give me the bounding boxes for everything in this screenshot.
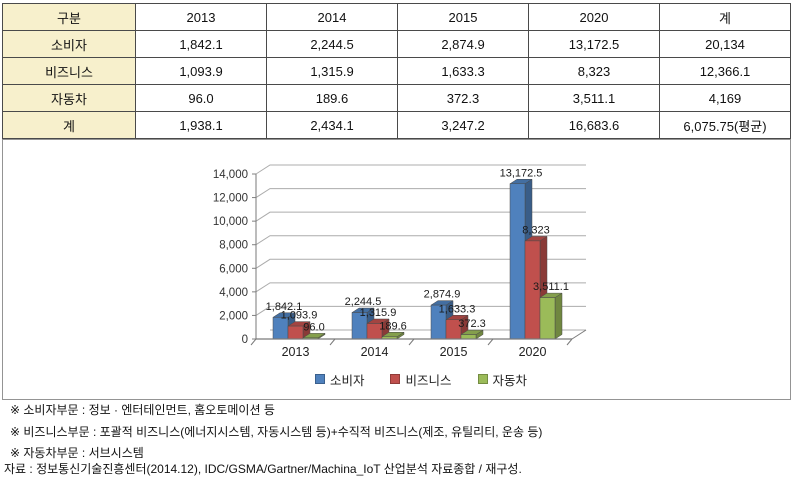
bar-chart-3d: 0 2,000 4,000 6,000 8,000 10,000 12,000 14,000 1…	[213, 164, 587, 359]
y-tick-label: 0	[242, 334, 248, 346]
table-cell: 1,842.1	[135, 30, 267, 58]
table-cell: 1,315.9	[266, 57, 398, 85]
table-header-2014: 2014	[266, 3, 398, 31]
table-cell: 12,366.1	[659, 57, 791, 85]
y-tick-label: 12,000	[213, 193, 248, 205]
bar-value-label: 1,633.3	[439, 303, 476, 315]
table-cell: 8,323	[528, 57, 660, 85]
bar-소비자-2020	[509, 183, 526, 340]
table-header-2013: 2013	[135, 3, 267, 31]
table-header-2015: 2015	[397, 3, 529, 31]
table-header-total: 계	[659, 3, 791, 31]
axes	[250, 174, 587, 346]
bar-value-label: 1,315.9	[360, 307, 397, 319]
table-row-automotive: 자동차 96.0 189.6 372.3 3,511.1 4,169	[2, 84, 791, 112]
legend-item-소비자: 소비자	[314, 370, 365, 389]
table-cell: 3,247.2	[397, 111, 529, 139]
table-row-consumer: 소비자 1,842.1 2,244.5 2,874.9 13,172.5 20,…	[2, 30, 791, 58]
y-tick-label: 8,000	[219, 240, 248, 252]
bar-value-label: 2,244.5	[345, 296, 382, 308]
footnote-source: 자료 : 정보통신기술진흥센터(2014.12), IDC/GSMA/Gartn…	[4, 462, 522, 476]
row-label: 소비자	[2, 30, 136, 58]
bar-자동차-2020	[539, 297, 556, 340]
x-tick-label: 2013	[282, 345, 310, 359]
legend-label: 비즈니스	[405, 373, 452, 388]
bars	[272, 178, 563, 340]
table-cell: 2,434.1	[266, 111, 398, 139]
footnote-consumer: ※ 소비자부문 : 정보 · 엔터테인먼트, 홈오토메이션 등	[10, 403, 275, 417]
bar-value-label: 3,511.1	[533, 281, 569, 293]
legend-item-자동차: 자동차	[477, 370, 528, 389]
table-cell: 16,683.6	[528, 111, 660, 139]
table-cell: 20,134	[659, 30, 791, 58]
bar-비즈니스-2013	[287, 325, 304, 340]
table-header-category: 구분	[2, 3, 136, 31]
table-cell: 4,169	[659, 84, 791, 112]
table-cell: 13,172.5	[528, 30, 660, 58]
table-cell: 2,244.5	[266, 30, 398, 58]
chart-legend: 소비자 비즈니스 자동차	[251, 370, 591, 388]
row-label: 자동차	[2, 84, 136, 112]
table-header-2020: 2020	[528, 3, 660, 31]
table-cell: 1,938.1	[135, 111, 267, 139]
footnote-business: ※ 비즈니스부문 : 포괄적 비즈니스(에너지시스템, 자동시스템 등)+수직적…	[10, 425, 543, 439]
legend-label: 자동차	[492, 373, 528, 388]
y-tick-label: 14,000	[213, 169, 248, 181]
y-axis-labels: 0 2,000 4,000 6,000 8,000 10,000 12,000 14,000	[213, 169, 248, 346]
x-tick-label: 2020	[519, 345, 547, 359]
table-cell: 96.0	[135, 84, 267, 112]
y-tick-label: 2,000	[219, 310, 248, 322]
bar-value-label: 1,093.9	[281, 310, 318, 322]
bar-자동차-2015	[460, 334, 477, 340]
chart-figure-box: 0 2,000 4,000 6,000 8,000 10,000 12,000 14,000 1…	[2, 139, 791, 400]
gridlines	[252, 164, 586, 340]
table-row-business: 비즈니스 1,093.9 1,315.9 1,633.3 8,323 12,36…	[2, 57, 791, 85]
x-tick-label: 2014	[361, 345, 389, 359]
x-tick-label: 2015	[440, 345, 468, 359]
bar-value-label: 2,874.9	[424, 289, 461, 301]
table-header-row: 구분 2013 2014 2015 2020 계	[2, 3, 791, 31]
bar-value-label: 13,172.5	[500, 167, 543, 179]
y-tick-label: 10,000	[213, 216, 248, 228]
bar-value-label: 96.0	[303, 321, 324, 333]
table-cell: 3,511.1	[528, 84, 660, 112]
legend-label: 소비자	[329, 373, 365, 388]
footnote-automotive: ※ 자동차부문 : 서브시스템	[10, 446, 144, 460]
table-cell: 372.3	[397, 84, 529, 112]
table-row-total: 계 1,938.1 2,434.1 3,247.2 16,683.6 6,075…	[2, 111, 791, 139]
bar-value-label: 1,842.1	[266, 301, 303, 313]
legend-swatch-icon	[477, 374, 488, 384]
bar-value-label: 8,323	[522, 224, 550, 236]
table-cell: 2,874.9	[397, 30, 529, 58]
iot-market-table: 구분 2013 2014 2015 2020 계 소비자 1,842.1 2,2…	[2, 3, 791, 139]
y-tick-label: 4,000	[219, 287, 248, 299]
bar-value-label: 189.6	[379, 320, 407, 332]
table-cell: 189.6	[266, 84, 398, 112]
bar-value-label: 372.3	[458, 318, 486, 330]
y-tick-label: 6,000	[219, 263, 248, 275]
row-label: 비즈니스	[2, 57, 136, 85]
table-cell: 6,075.75(평균)	[659, 111, 791, 139]
legend-swatch-icon	[314, 374, 325, 384]
row-label: 계	[2, 111, 136, 139]
table-cell: 1,093.9	[135, 57, 267, 85]
table-cell: 1,633.3	[397, 57, 529, 85]
x-axis-labels: 2013 2014 2015 2020	[282, 345, 547, 359]
legend-swatch-icon	[390, 374, 401, 384]
legend-item-비즈니스: 비즈니스	[390, 370, 452, 389]
